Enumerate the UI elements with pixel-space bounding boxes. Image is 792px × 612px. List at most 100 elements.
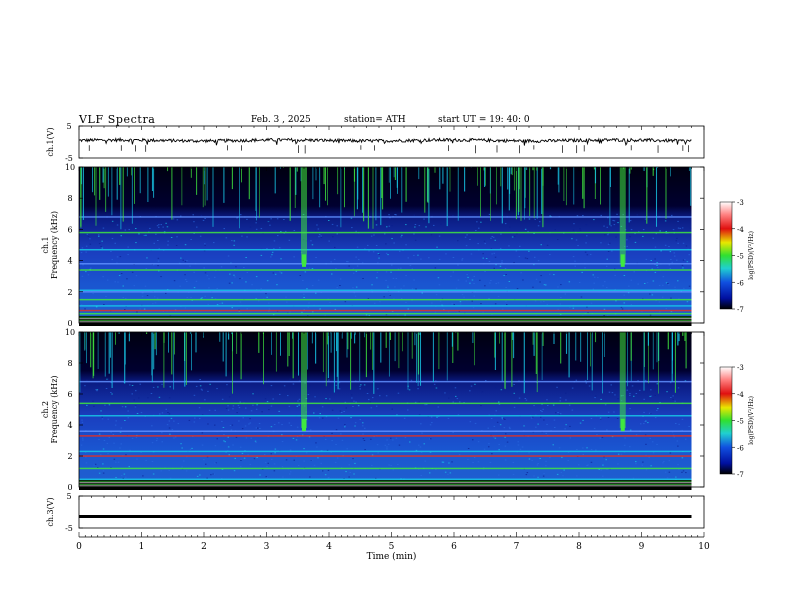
ch1-spectrogram-speckle <box>466 219 468 221</box>
ch2-spectrogram-speckle <box>643 423 645 425</box>
ch1-spectrogram-burst-core <box>620 254 625 267</box>
ch2-spectrogram-speckle <box>426 404 428 406</box>
ch1-spectrogram-speckle <box>158 248 160 250</box>
ch2-spectrogram-speckle <box>232 444 234 446</box>
ch1-spectrogram-speckle <box>644 218 647 220</box>
ch2-spectrogram-speckle <box>214 424 216 426</box>
ch2-spectrogram-speckle <box>272 398 274 400</box>
ch1-spectrogram-speckle <box>637 283 639 285</box>
ch1-spectrogram-speckle <box>491 236 493 238</box>
ch1-spectrogram-speckle <box>524 257 527 259</box>
ch1-spectrogram-speckle <box>484 271 486 272</box>
ch2-spectrogram-speckle <box>131 393 133 395</box>
ch1-spectrogram-speckle <box>175 245 178 246</box>
ch2-spectrogram-speckle <box>656 383 659 385</box>
ch2-spectrogram-speckle <box>408 389 411 391</box>
time-axis-tick-label: 3 <box>264 542 270 552</box>
ch1-spectrogram-speckle <box>86 233 89 235</box>
ch2-spectrogram-speckle <box>242 417 244 419</box>
ch1-spectrogram-speckle <box>676 237 678 239</box>
ch1-spectrogram-speckle <box>459 301 462 303</box>
ch1-spectrogram-speckle <box>516 288 519 290</box>
ch2-spectrogram-speckle <box>326 449 329 451</box>
ch2-spectrogram-speckle <box>513 406 516 408</box>
ch2-spectrogram-speckle <box>437 406 440 408</box>
ch2-spectrogram-ytick-label: 6 <box>67 390 72 399</box>
ch1-spectrogram-speckle <box>203 267 205 269</box>
ch2-spectrogram-speckle <box>107 378 109 380</box>
ch2-spectrogram-speckle <box>193 421 196 423</box>
ch2-spectrogram-speckle <box>231 424 234 426</box>
ch1-spectrogram-speckle <box>158 226 160 228</box>
ch1-spectrogram-speckle <box>114 281 116 283</box>
ch1-spectrogram-speckle <box>677 280 679 282</box>
ch2-spectrogram-speckle <box>649 437 651 439</box>
ch1-spectrogram-speckle <box>306 267 308 269</box>
ch1-spectrogram-speckle <box>490 248 493 250</box>
ch1-spectrogram-speckle <box>268 308 271 310</box>
time-axis-tick-label: 7 <box>514 542 520 552</box>
ch2-spectrogram-speckle <box>429 451 432 453</box>
ch2-spectrogram-speckle <box>124 420 126 421</box>
ch2-spectrogram-plot <box>79 332 733 488</box>
ch1-spectrogram-speckle <box>670 259 672 260</box>
ch1-spectrogram-speckle <box>546 303 548 305</box>
ch1-spectrogram-speckle <box>417 254 419 256</box>
ch2-spectrogram-speckle <box>199 474 201 476</box>
ch1-spectrogram-speckle <box>397 314 399 316</box>
ch2-spectrogram-speckle <box>343 411 345 412</box>
ch1-spectrogram-speckle <box>184 261 187 263</box>
ch2-spectrogram-speckle <box>160 470 162 472</box>
ch1-spectrogram-lowline <box>79 319 692 321</box>
ch1-spectrogram-speckle <box>391 238 393 240</box>
ch2-spectrogram-speckle <box>281 424 283 426</box>
ch1-spectrogram-speckle <box>671 214 673 216</box>
ch2-spectrogram-speckle <box>249 463 252 465</box>
ch1-spectrogram-speckle <box>431 302 433 304</box>
ch2-spectrogram-speckle <box>256 404 258 406</box>
ch1-spectrogram-speckle <box>391 310 394 312</box>
ch2-spectrogram-speckle <box>121 406 124 408</box>
ch1-spectrogram-lowline <box>79 321 692 323</box>
ch1-spectrogram-speckle <box>549 254 551 256</box>
ch2-spectrogram-band <box>79 402 692 405</box>
ch2-spectrogram-speckle <box>274 448 277 450</box>
ch1-spectrogram-speckle <box>612 219 614 221</box>
ch1-spectrogram-speckle <box>597 277 599 279</box>
ch2-spectrogram-colorbar-tick-label: -3 <box>737 364 744 372</box>
ch2-spectrogram-speckle <box>533 405 535 407</box>
ch1-spectrogram-speckle <box>683 287 685 289</box>
ch2-spectrogram-speckle <box>675 380 678 382</box>
ch1-spectrogram-speckle <box>610 225 612 227</box>
ch2-spectrogram-speckle <box>140 412 143 414</box>
ch2-spectrogram-speckle <box>110 382 112 384</box>
ch2-spectrogram-speckle <box>249 422 252 424</box>
ch2-spectrogram-speckle <box>239 401 241 403</box>
ch1-spectrogram-speckle <box>607 251 610 252</box>
ch2-spectrogram-speckle <box>85 456 87 458</box>
ch2-spectrogram-speckle <box>331 409 334 411</box>
ch2-spectrogram-speckle <box>151 461 154 462</box>
ch2-spectrogram-speckle <box>292 383 295 385</box>
ch1-spectrogram-speckle <box>193 271 195 273</box>
ch1-spectrogram-speckle <box>661 296 664 298</box>
ch1-spectrogram-speckle <box>375 224 378 226</box>
ch1-spectrogram-speckle <box>192 219 194 221</box>
ch1-spectrogram-speckle <box>655 300 657 302</box>
ch2-spectrogram-speckle <box>161 432 163 434</box>
ch2-spectrogram-speckle <box>123 473 126 475</box>
ch1-spectrogram-speckle <box>430 234 433 236</box>
ch1-spectrogram-speckle <box>589 253 592 255</box>
ch2-spectrogram-speckle <box>214 445 217 447</box>
ch2-spectrogram-background <box>79 332 692 487</box>
ch2-spectrogram-speckle <box>354 462 356 464</box>
ch2-spectrogram-speckle <box>84 452 87 454</box>
ch1-spectrogram-speckle <box>220 266 223 268</box>
ch1-spectrogram-burst <box>301 167 307 264</box>
ch1-spectrogram-speckle <box>451 303 453 305</box>
time-axis-tick-label: 9 <box>639 542 645 552</box>
ch1-spectrogram-speckle <box>585 224 588 226</box>
ch2-spectrogram-speckle <box>501 417 503 419</box>
ch2-spectrogram-speckle <box>386 446 388 448</box>
ch1-spectrogram-speckle <box>413 254 415 256</box>
